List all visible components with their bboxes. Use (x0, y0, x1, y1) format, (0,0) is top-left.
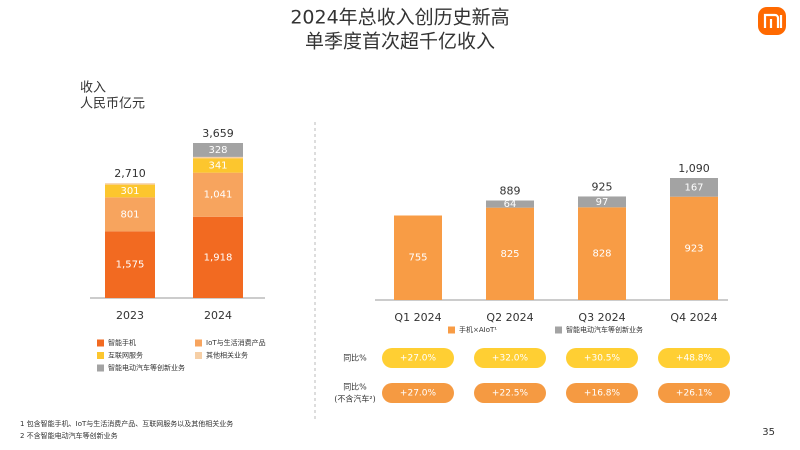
value-label: 341 (208, 160, 227, 171)
value-label: 328 (208, 145, 227, 156)
bar-segment (394, 215, 442, 300)
x-tick-label: 2024 (204, 309, 232, 322)
legend-label: 智能手机 (108, 338, 136, 347)
bar-segment (670, 196, 718, 300)
total-label: 3,659 (202, 127, 234, 140)
bar-segment (486, 200, 534, 208)
value-label: 301 (120, 186, 139, 197)
page-number: 35 (762, 427, 775, 438)
legend-swatch (448, 326, 455, 334)
value-label: 828 (592, 249, 611, 260)
row-label: (不含汽车²) (334, 394, 375, 404)
legend-swatch (195, 352, 202, 359)
bar-segment (193, 158, 243, 173)
bar-segment (193, 172, 243, 217)
growth-pill (382, 383, 454, 403)
value-label: 1,041 (204, 190, 233, 201)
value-label: 1,575 (116, 260, 145, 271)
bar-segment (105, 183, 155, 185)
bar-segment (193, 156, 243, 159)
legend-swatch (97, 364, 104, 372)
legend-swatch (195, 339, 202, 347)
growth-label: +26.1% (676, 389, 713, 399)
total-label: 925 (592, 180, 613, 193)
footnote: 2 不含智能电动汽车等创新业务 (20, 431, 118, 440)
bar-segment (193, 216, 243, 298)
growth-label: +16.8% (584, 389, 621, 399)
growth-pill (658, 348, 730, 368)
title: 2024年总收入创历史新高 (290, 7, 509, 29)
value-label: 167 (684, 182, 703, 193)
row-label: 同比% (343, 353, 367, 363)
growth-label: +48.8% (676, 354, 713, 364)
bar-segment (105, 184, 155, 198)
bar-segment (193, 143, 243, 157)
bar-segment (105, 231, 155, 298)
legend-swatch (97, 352, 104, 359)
total-label: 1,090 (678, 162, 710, 175)
value-label: 801 (120, 209, 139, 220)
growth-label: +30.5% (584, 354, 621, 364)
value-label: 923 (684, 243, 703, 254)
growth-pill (566, 383, 638, 403)
x-tick-label: Q4 2024 (670, 311, 717, 324)
growth-label: +27.0% (400, 389, 437, 399)
bar-segment (105, 197, 155, 232)
logo (758, 7, 786, 35)
legend-label: 手机×AIoT¹ (459, 325, 497, 334)
total-label: 2,710 (114, 167, 146, 180)
legend-label: IoT与生活消费产品 (206, 338, 266, 347)
growth-label: +27.0% (400, 354, 437, 364)
subtitle: 单季度首次超千亿收入 (305, 31, 495, 53)
footnote: 1 包含智能手机、IoT与生活消费产品、互联网服务以及其他相关业务 (20, 419, 233, 428)
x-tick-label: Q1 2024 (394, 311, 441, 324)
legend-swatch (555, 326, 562, 334)
bar-segment (670, 178, 718, 197)
value-label: 1,918 (204, 252, 233, 263)
value-label: 64 (504, 199, 517, 210)
growth-pill (474, 348, 546, 368)
growth-pill (658, 383, 730, 403)
value-label: 825 (500, 249, 519, 260)
bar-segment (578, 196, 626, 208)
growth-label: +22.5% (492, 389, 529, 399)
value-label: 97 (596, 197, 609, 208)
y-axis-label: 收入 (80, 81, 106, 96)
value-label: 755 (408, 253, 427, 264)
x-tick-label: Q2 2024 (486, 311, 533, 324)
row-label: 同比% (343, 382, 367, 392)
growth-pill (382, 348, 454, 368)
growth-pill (474, 383, 546, 403)
legend-label: 其他相关业务 (206, 351, 248, 360)
x-tick-label: 2023 (116, 309, 144, 322)
bar-segment (578, 207, 626, 300)
legend-label: 互联网服务 (108, 351, 143, 360)
total-label: 889 (500, 184, 521, 197)
legend-label: 智能电动汽车等创新业务 (108, 363, 185, 372)
y-axis-label: 人民币亿元 (80, 97, 145, 112)
growth-label: +32.0% (492, 354, 529, 364)
legend-label: 智能电动汽车等创新业务 (566, 325, 643, 334)
bar-segment (486, 207, 534, 300)
x-tick-label: Q3 2024 (578, 311, 625, 324)
legend-swatch (97, 339, 104, 347)
growth-pill (566, 348, 638, 368)
